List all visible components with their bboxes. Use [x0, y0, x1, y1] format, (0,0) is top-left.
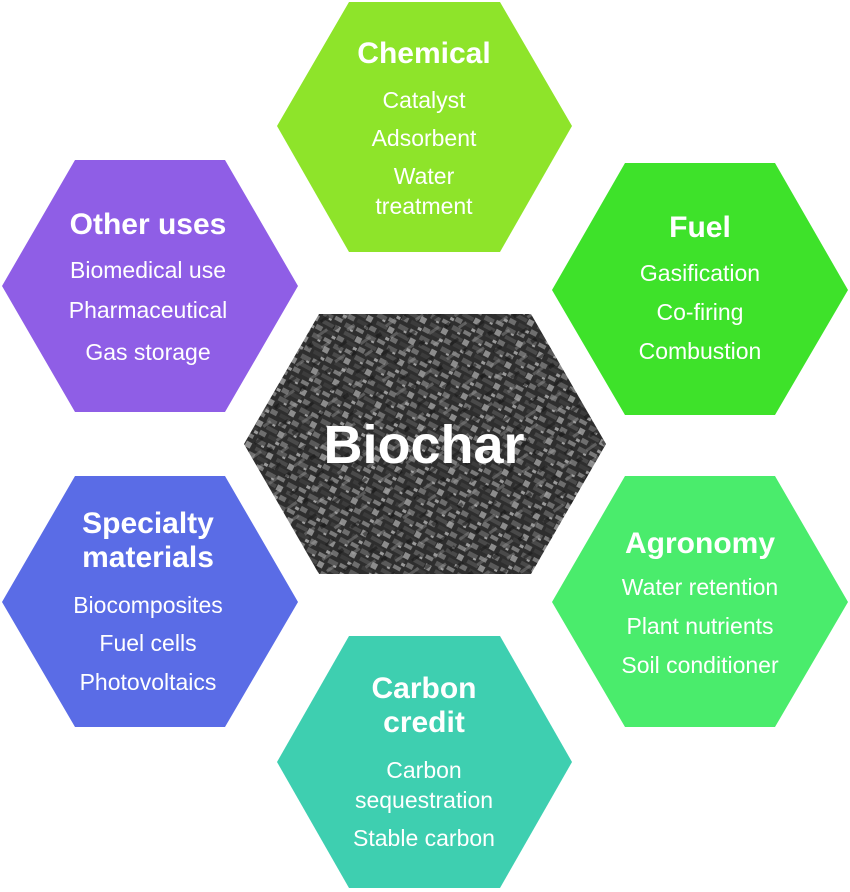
fuel-item-gasification: Gasification [640, 260, 760, 286]
carbon-credit-title-line-2: credit [383, 706, 465, 739]
other-uses-item-pharmaceutical: Pharmaceutical [69, 297, 228, 323]
hex-chemical: Chemical Catalyst Adsorbent Water treatm… [277, 2, 572, 252]
hex-specialty-materials-shape [2, 476, 298, 727]
specialty-title-line-2: materials [82, 541, 214, 574]
hex-agronomy: Agronomy Water retention Plant nutrients… [552, 476, 848, 727]
chemical-item-water: Water [394, 163, 455, 189]
specialty-item-fuel-cells: Fuel cells [99, 630, 196, 656]
agronomy-item-water-retention: Water retention [622, 574, 778, 600]
hex-other-uses-shape [2, 160, 298, 412]
hex-biochar-center: Biochar [244, 314, 606, 574]
hex-carbon-credit-shape [277, 636, 572, 888]
hex-fuel-shape [552, 163, 848, 415]
specialty-item-photovoltaics: Photovoltaics [80, 669, 217, 695]
agronomy-item-soil-conditioner: Soil conditioner [621, 652, 779, 678]
hex-agronomy-shape [552, 476, 848, 727]
other-uses-item-gas-storage: Gas storage [85, 339, 210, 365]
specialty-item-biocomposites: Biocomposites [73, 592, 223, 618]
hex-other-uses: Other uses Biomedical use Pharmaceutical… [2, 160, 298, 412]
agronomy-item-plant-nutrients: Plant nutrients [626, 613, 773, 639]
specialty-title-line-1: Specialty [82, 507, 214, 540]
chemical-item-catalyst: Catalyst [382, 87, 466, 113]
other-uses-title: Other uses [70, 208, 227, 241]
chemical-title: Chemical [357, 37, 490, 70]
carbon-credit-item-sequestration: sequestration [355, 787, 493, 813]
chemical-item-treatment: treatment [375, 193, 473, 219]
biochar-title: Biochar [323, 415, 524, 475]
hex-carbon-credit: Carbon credit Carbon sequestration Stabl… [277, 636, 572, 888]
hex-chemical-shape [277, 2, 572, 252]
hex-specialty-materials: Specialty materials Biocomposites Fuel c… [2, 476, 298, 727]
biochar-photo-texture-overlay [244, 314, 606, 574]
chemical-item-adsorbent: Adsorbent [372, 125, 477, 151]
carbon-credit-item-stable-carbon: Stable carbon [353, 825, 495, 851]
fuel-item-cofiring: Co-firing [657, 299, 744, 325]
agronomy-title: Agronomy [625, 527, 775, 560]
other-uses-item-biomedical: Biomedical use [70, 257, 226, 283]
carbon-credit-item-carbon: Carbon [386, 757, 461, 783]
fuel-title: Fuel [669, 211, 731, 244]
fuel-item-combustion: Combustion [639, 338, 762, 364]
hex-fuel: Fuel Gasification Co-firing Combustion [552, 163, 848, 415]
carbon-credit-title-line-1: Carbon [372, 672, 477, 705]
